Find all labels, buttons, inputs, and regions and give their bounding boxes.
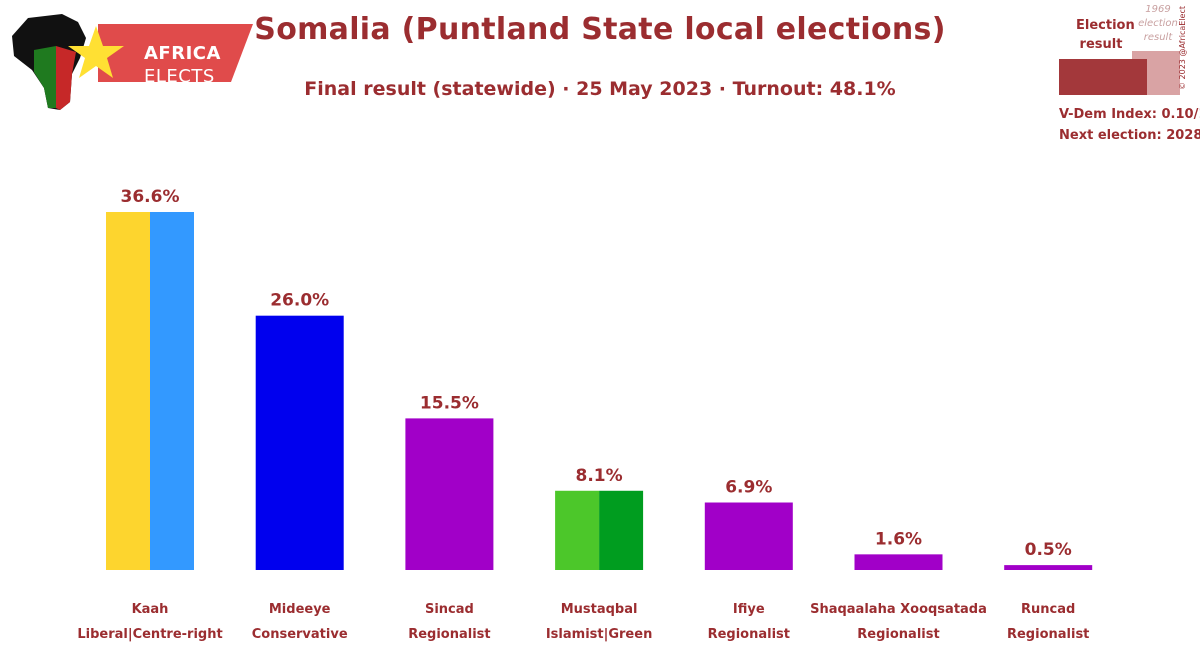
bar-2-segment-0: [405, 418, 494, 570]
bar-3-segment-0: [555, 490, 600, 570]
legend-result-label: Election result: [1076, 18, 1135, 52]
next-election: Next election: 2028: [1059, 128, 1200, 143]
value-label-4: 6.9%: [725, 478, 772, 498]
bar-4-segment-0: [704, 502, 793, 570]
star-icon: [68, 26, 124, 78]
category-name-5: Shaqaalaha Xooqsatada: [810, 602, 987, 617]
legend-historical-label: 1969 election result: [1138, 4, 1178, 43]
category-name-6: Runcad: [1021, 602, 1075, 617]
value-label-0: 36.6%: [121, 187, 180, 207]
category-ideology-1: Conservative: [252, 627, 348, 642]
chart-subtitle: Final result (statewide) · 25 May 2023 ·…: [304, 78, 896, 100]
category-name-2: Sincad: [425, 602, 474, 617]
vdem-index: V-Dem Index: 0.10/1: [1059, 107, 1200, 122]
africa-map-green: [34, 46, 56, 108]
category-ideology-2: Regionalist: [408, 627, 490, 642]
bar-0-segment-1: [150, 212, 194, 570]
bar-5-segment-0: [854, 554, 943, 570]
value-label-2: 15.5%: [420, 393, 479, 413]
category-ideology-4: Regionalist: [708, 627, 790, 642]
category-name-3: Mustaqbal: [561, 602, 638, 617]
value-label-3: 8.1%: [576, 466, 623, 486]
logo-banner: [98, 24, 253, 82]
logo-line-1: AFRICA: [144, 43, 221, 64]
category-name-1: Mideeye: [269, 602, 331, 617]
bar-3-segment-1: [599, 490, 644, 570]
category-ideology-6: Regionalist: [1007, 627, 1089, 642]
chart-title: Somalia (Puntland State local elections): [254, 12, 946, 47]
bar-6-segment-0: [1004, 565, 1093, 570]
bar-1-segment-0: [255, 315, 344, 570]
africa-map-red: [56, 46, 76, 110]
category-name-0: Kaah: [132, 602, 169, 617]
value-label-6: 0.5%: [1025, 540, 1072, 560]
value-label-1: 26.0%: [270, 291, 329, 311]
value-label-5: 1.6%: [875, 529, 922, 549]
africa-elects-logo: AFRICA ELECTS: [10, 12, 260, 112]
category-ideology-3: Islamist|Green: [546, 627, 652, 642]
category-name-4: Ifiye: [733, 602, 765, 617]
bar-0-segment-0: [106, 212, 150, 570]
legend: 1969 election result Election result V-D…: [1050, 0, 1200, 150]
logo-line-2: ELECTS: [144, 66, 215, 87]
logo-graphic: [12, 14, 253, 110]
legend-info: V-Dem Index: 0.10/1 Next election: 2028: [1059, 104, 1200, 146]
category-ideology-0: Liberal|Centre-right: [77, 627, 222, 642]
legend-result-swatch: [1059, 59, 1147, 95]
category-ideology-5: Regionalist: [857, 627, 939, 642]
logo-text: AFRICA ELECTS: [144, 42, 221, 88]
